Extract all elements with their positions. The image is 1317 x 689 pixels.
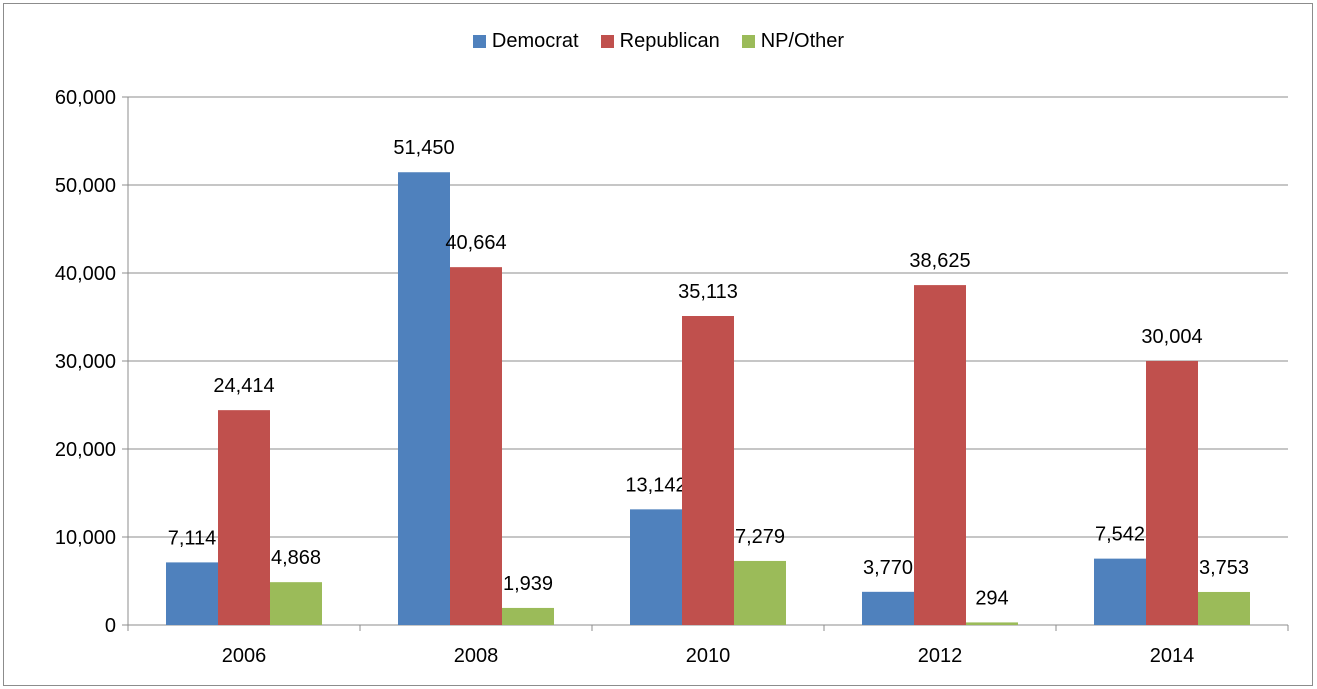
x-tick-label: 2010	[686, 645, 731, 667]
bar-np-other-2014	[1198, 591, 1250, 625]
legend-swatch-democrat	[472, 35, 486, 48]
bar-np-other-2006	[270, 582, 322, 625]
x-tick-label: 2012	[918, 645, 963, 667]
y-tick-label: 60,000	[55, 87, 116, 109]
data-label: 7,279	[735, 526, 785, 548]
y-tick-label: 20,000	[55, 439, 116, 461]
data-label: 51,450	[393, 137, 454, 159]
x-tick-label: 2008	[454, 645, 499, 667]
data-label: 3,753	[1199, 557, 1249, 579]
legend-swatch-np-other	[741, 35, 755, 48]
bar-democrat-2006	[166, 562, 218, 625]
legend-item-republican: Republican	[600, 30, 720, 53]
legend-item-democrat: Democrat	[472, 30, 579, 53]
data-label: 13,142	[625, 474, 686, 496]
data-label: 38,625	[909, 250, 970, 272]
data-label: 24,414	[213, 375, 274, 397]
data-label: 40,664	[445, 232, 506, 254]
legend-label-np-other: NP/Other	[760, 30, 845, 52]
y-tick-label: 0	[105, 615, 116, 637]
bar-republican-2010	[682, 316, 734, 625]
data-label: 35,113	[678, 281, 738, 303]
y-tick-label: 30,000	[55, 351, 116, 373]
legend-item-np-other: NP/Other	[741, 30, 845, 53]
y-tick-label: 40,000	[55, 263, 116, 285]
bar-democrat-2012	[862, 591, 914, 625]
bar-democrat-2010	[630, 509, 682, 625]
x-tick-label: 2006	[222, 645, 267, 667]
legend: Democrat Republican NP/Other	[0, 30, 1317, 53]
bar-democrat-2014	[1094, 558, 1146, 625]
data-label: 3,770	[863, 557, 913, 579]
data-label: 4,868	[271, 547, 321, 569]
bar-democrat-2008	[398, 172, 450, 626]
bar-republican-2012	[914, 285, 966, 625]
data-label: 30,004	[1141, 326, 1202, 348]
bar-np-other-2008	[502, 607, 554, 625]
legend-label-republican: Republican	[619, 30, 720, 52]
legend-label-democrat: Democrat	[491, 30, 579, 52]
data-label: 7,114	[168, 527, 217, 549]
bar-np-other-2010	[734, 560, 786, 625]
y-tick-label: 10,000	[55, 527, 116, 549]
bar-republican-2006	[218, 410, 270, 625]
data-label: 294	[975, 587, 1008, 609]
legend-swatch-republican	[600, 35, 614, 48]
data-label: 1,939	[503, 573, 553, 595]
bar-republican-2008	[450, 267, 502, 625]
bar-np-other-2012	[966, 622, 1018, 625]
y-tick-label: 50,000	[55, 175, 116, 197]
x-tick-label: 2014	[1150, 645, 1195, 667]
data-label: 7,542	[1095, 524, 1145, 546]
bar-republican-2014	[1146, 360, 1198, 625]
